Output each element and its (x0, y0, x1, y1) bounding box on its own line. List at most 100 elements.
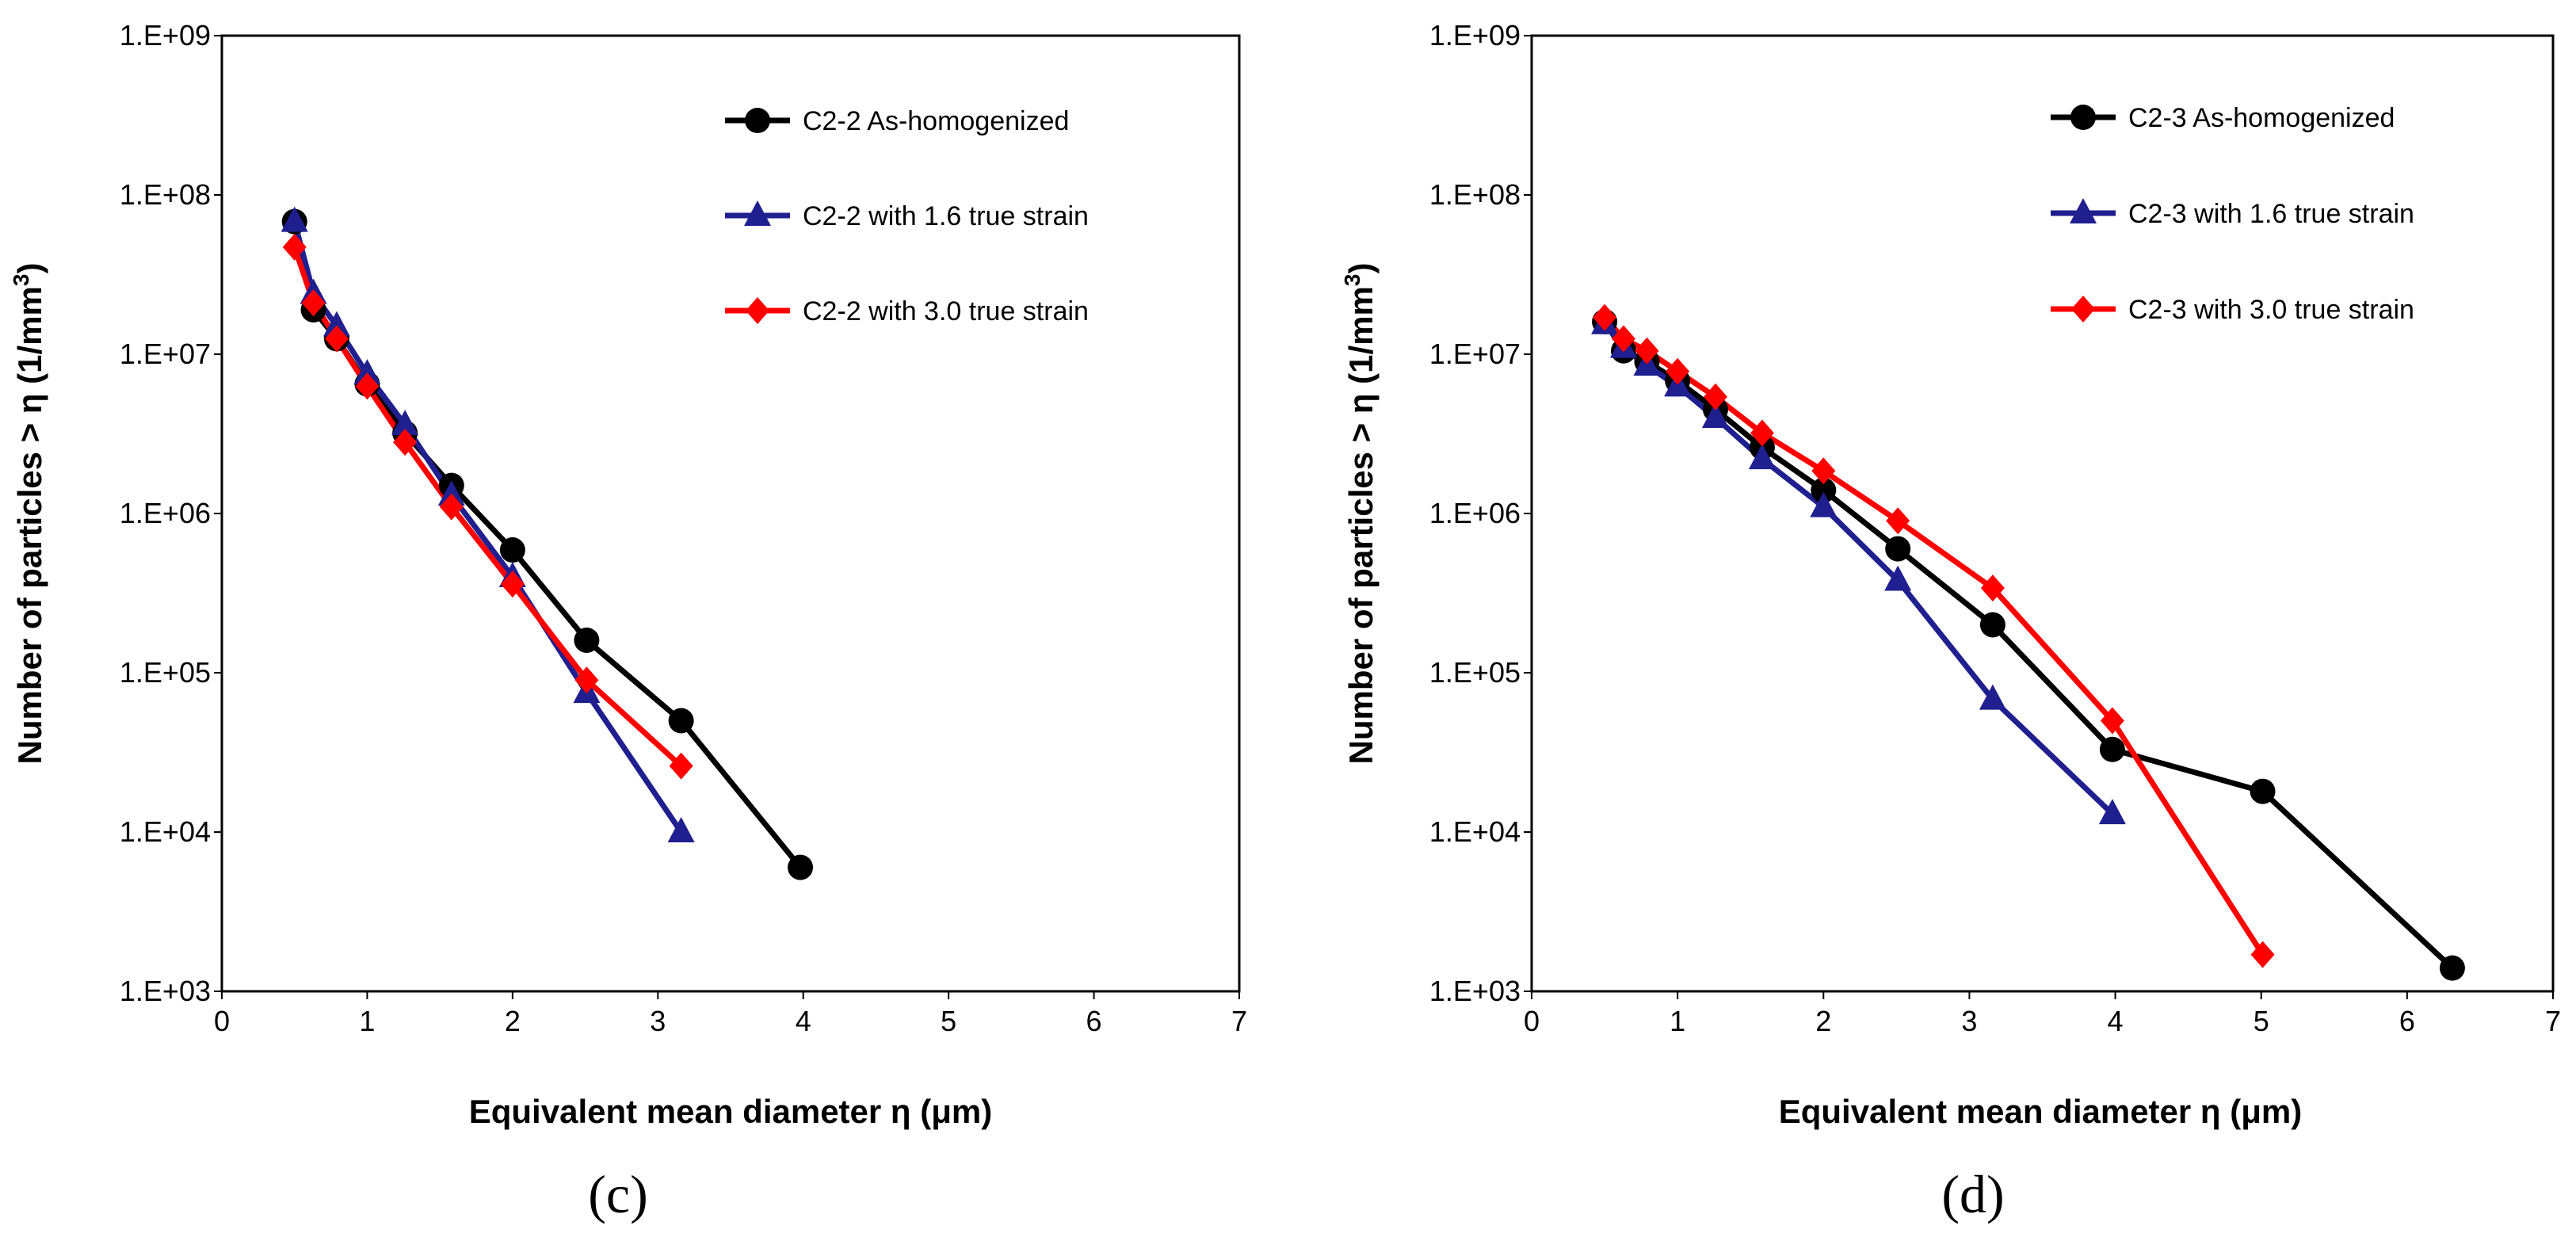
y-tick-label: 1.E+09 (1429, 19, 1521, 52)
data-point (499, 537, 525, 563)
data-point (1593, 303, 1617, 331)
legend-label: C2-2 with 1.6 true strain (803, 201, 1089, 231)
data-point (668, 708, 694, 734)
data-point (1612, 325, 1636, 353)
data-point (393, 429, 418, 456)
chart-panel-c: 0 1 2 3 4 5 6 7 1.E+03 1.E+04 1.E+05 1.E+06 1.E+07 1.… (9, 19, 1247, 1224)
legend-label: C2-2 with 3.0 true strain (803, 296, 1089, 326)
x-tick-label: 4 (2108, 1005, 2124, 1037)
y-tick-label: 1.E+08 (1429, 178, 1521, 211)
data-point (391, 410, 419, 436)
x-tick-label: 6 (2399, 1005, 2415, 1037)
data-point (1704, 383, 1728, 410)
data-point (574, 627, 600, 653)
y-tick-label: 1.E+06 (120, 497, 211, 529)
data-point (788, 854, 814, 880)
legend: C2-3 As-homogenized C2-3 with 1.6 true st… (2051, 103, 2414, 325)
data-point (324, 325, 349, 353)
legend-label: C2-3 with 1.6 true strain (2128, 199, 2414, 229)
data-point (2250, 778, 2276, 804)
data-point (2099, 736, 2125, 762)
data-point (322, 311, 350, 337)
data-point (1666, 357, 1690, 385)
x-tick-label: 5 (941, 1005, 956, 1037)
plot-area (1530, 34, 2555, 993)
x-tick-label: 5 (2254, 1005, 2269, 1037)
data-point (1810, 491, 1838, 517)
y-tick-label: 1.E+08 (120, 178, 211, 211)
series-line-1 (292, 220, 803, 869)
y-axis-title-superscript: 3 (1340, 274, 1364, 287)
legend-label: C2-2 As-homogenized (803, 106, 1069, 136)
legend-marker (2070, 198, 2097, 223)
data-point (1979, 612, 2005, 638)
data-point (2100, 707, 2124, 735)
data-point (500, 571, 525, 598)
data-point (280, 206, 308, 232)
y-tick-label: 1.E+04 (1429, 815, 1521, 848)
legend-marker (744, 200, 771, 226)
data-point (2098, 799, 2126, 825)
legend-label: C2-3 As-homogenized (2128, 103, 2395, 133)
x-axis-title: Equivalent mean diameter η (μm) (469, 1093, 993, 1130)
x-tick-label: 4 (796, 1005, 811, 1037)
x-tick-label: 7 (2545, 1005, 2561, 1037)
y-tick-label: 1.E+03 (1429, 975, 1521, 1007)
x-tick-label: 6 (1086, 1005, 1102, 1037)
legend-marker (2071, 296, 2095, 323)
data-point (355, 372, 380, 400)
x-tick-label: 2 (1815, 1005, 1831, 1037)
data-point (353, 359, 381, 385)
data-point (669, 752, 693, 780)
x-tick-label: 1 (359, 1005, 375, 1037)
data-point (667, 817, 695, 842)
data-point (1750, 419, 1774, 447)
legend: C2-2 As-homogenized C2-2 with 1.6 true st… (725, 106, 1089, 326)
data-point (1635, 337, 1659, 365)
y-tick-label: 1.E+05 (120, 656, 211, 689)
legend-marker (2070, 105, 2096, 130)
data-point (1886, 507, 1910, 535)
x-tick-label: 0 (1524, 1005, 1540, 1037)
y-tick-label: 1.E+05 (1429, 656, 1521, 689)
series-line-3 (1602, 315, 2265, 956)
series-line-1 (1602, 320, 2455, 971)
y-tick-label: 1.E+07 (120, 338, 211, 370)
data-point (1980, 575, 2005, 602)
y-axis-title: Number of particles > η (1/mm3) (9, 263, 48, 765)
data-point (2250, 941, 2275, 968)
data-point (2439, 955, 2465, 981)
series-line-2 (1602, 322, 2115, 816)
x-tick-label: 3 (650, 1005, 666, 1037)
y-axis-title: Number of particles > η (1/mm3) (1340, 263, 1380, 765)
x-tick-label: 1 (1670, 1005, 1685, 1037)
chart-panel-d: 0 1 2 3 4 5 6 7 1.E+03 1.E+04 1.E+05 1.E+06 1.E+07 1.… (1340, 19, 2561, 1224)
chart-marks: 0 1 2 3 4 5 6 7 1.E+03 1.E+04 1.E+05 1.E+06 1.E+07 1.… (120, 19, 1247, 1037)
y-tick-label: 1.E+06 (1429, 497, 1521, 529)
legend-marker (746, 297, 769, 324)
y-tick-label: 1.E+09 (120, 19, 211, 52)
data-point (1884, 565, 1912, 591)
plot-area (220, 34, 1241, 993)
data-point (1811, 477, 1837, 503)
data-point (574, 666, 599, 694)
x-axis-title: Equivalent mean diameter η (μm) (1779, 1093, 2303, 1130)
y-tick-label: 1.E+07 (1429, 338, 1521, 370)
data-point (1702, 402, 1730, 428)
data-point (1748, 444, 1776, 470)
data-point (301, 289, 326, 317)
x-tick-label: 3 (1961, 1005, 1977, 1037)
panel-label: (d) (1941, 1164, 2004, 1224)
x-tick-label: 2 (505, 1005, 521, 1037)
chart-marks: 0 1 2 3 4 5 6 7 1.E+03 1.E+04 1.E+05 1.E+06 1.E+07 1.… (1429, 19, 2561, 1037)
data-point (1979, 684, 2006, 710)
y-tick-label: 1.E+03 (120, 975, 211, 1007)
data-point (1885, 536, 1911, 562)
y-tick-label: 1.E+04 (120, 815, 211, 848)
x-tick-label: 7 (1231, 1005, 1247, 1037)
data-point (1811, 457, 1836, 485)
x-tick-label: 0 (214, 1005, 230, 1037)
legend-marker (745, 108, 770, 133)
series-line-3 (292, 246, 683, 769)
